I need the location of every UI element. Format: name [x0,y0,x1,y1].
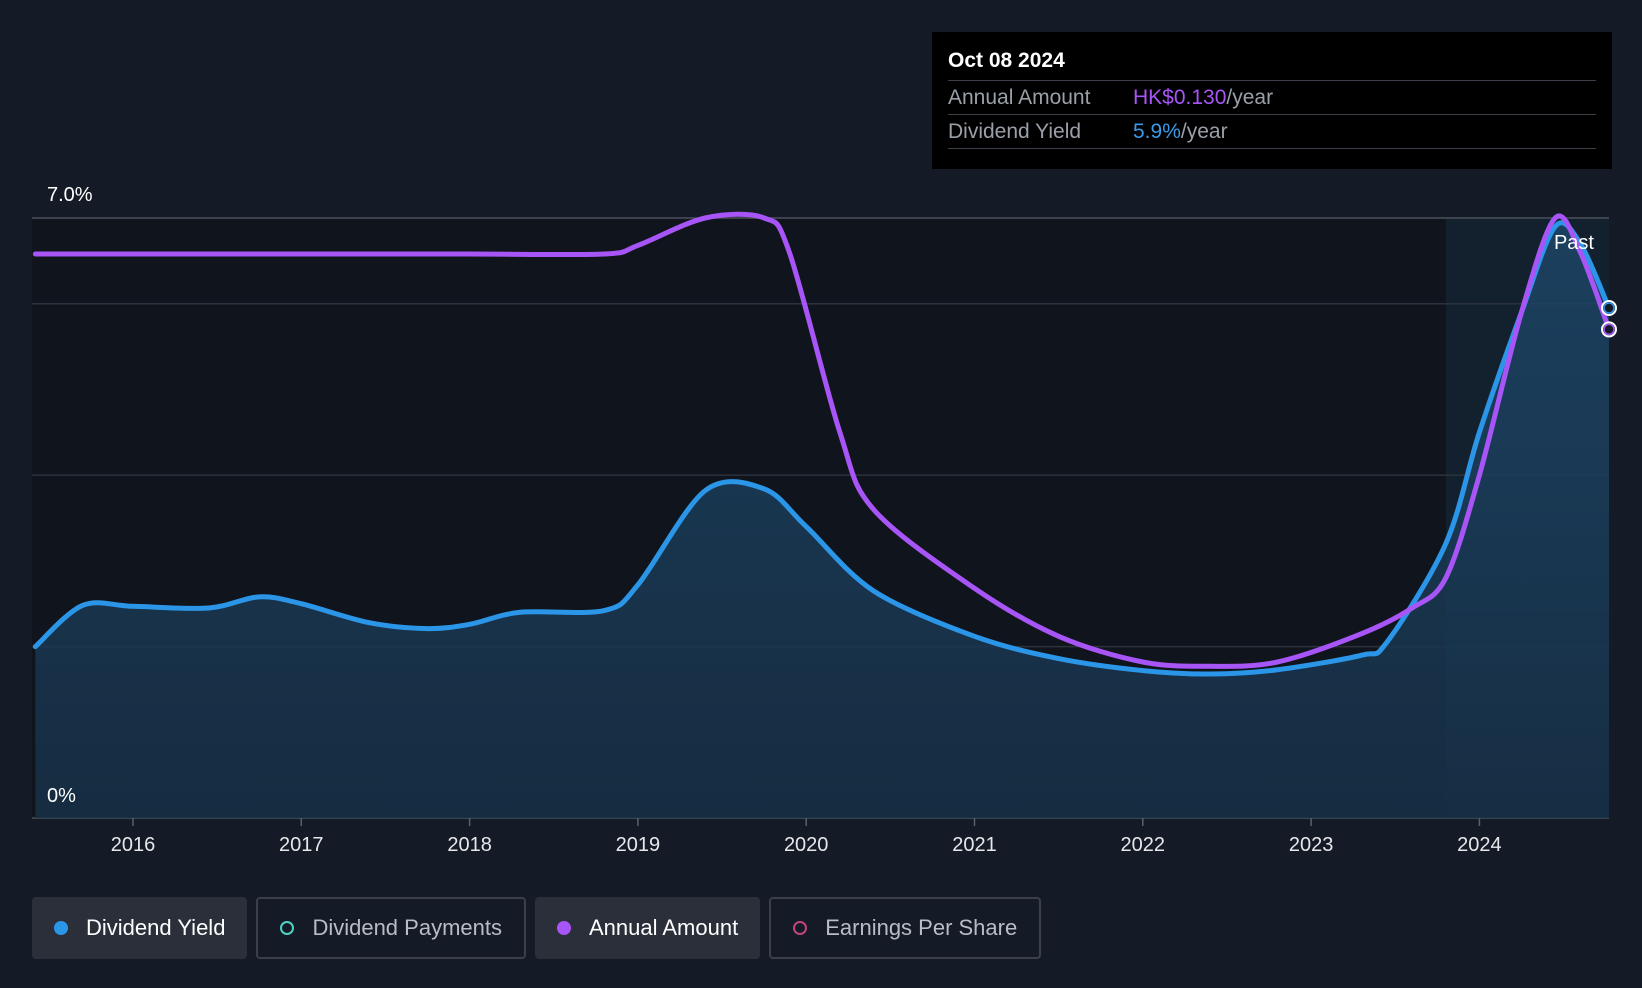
tooltip-row-dividend-yield: Dividend Yield 5.9%/year [948,115,1596,149]
tooltip-unit: /year [1226,86,1274,109]
legend-item-earnings-per-share[interactable]: Earnings Per Share [769,897,1042,959]
legend-ring-icon [280,921,295,935]
tooltip: Oct 08 2024 Annual Amount HK$0.130/year … [932,32,1612,169]
legend-ring-icon [793,921,808,935]
y-label-bottom: 0% [47,785,76,807]
series-areas [35,222,1609,818]
tooltip-date: Oct 08 2024 [948,46,1596,81]
tooltip-unit: /year [1180,120,1228,143]
legend-item-annual-amount[interactable]: Annual Amount [534,897,761,959]
past-label: Past [1554,232,1594,254]
legend-dot-icon [556,921,571,935]
x-tick-label: 2017 [279,834,324,856]
tooltip-row-annual-amount: Annual Amount HK$0.130/year [948,81,1596,115]
legend-label: Earnings Per Share [825,915,1018,940]
annual-amount-end-marker-ring [1603,323,1615,336]
x-tick-label: 2018 [447,834,492,856]
x-tick-label: 2022 [1121,834,1166,856]
tooltip-label: Annual Amount [948,86,1091,109]
y-label-top: 7.0% [47,184,93,206]
legend: Dividend Yield Dividend Payments Annual … [32,897,1042,959]
legend-item-dividend-yield[interactable]: Dividend Yield [32,897,248,959]
annual-amount-line [32,211,1612,669]
legend-dot-icon [54,921,68,935]
x-tick-label: 2020 [784,834,829,856]
x-tick-label: 2021 [952,834,997,856]
tooltip-label: Dividend Yield [948,120,1082,143]
series-lines [32,211,1612,677]
dividend-yield-area [35,222,1609,818]
series-end-markers [1601,300,1617,338]
x-tick-label: 2016 [111,834,156,856]
legend-item-dividend-payments[interactable]: Dividend Payments [256,897,526,959]
legend-label: Annual Amount [588,915,739,940]
legend-label: Dividend Yield [86,915,226,940]
tooltip-value: 5.9% [1133,120,1181,143]
legend-label: Dividend Payments [312,915,502,940]
x-tick-label: 2019 [616,834,661,856]
tooltip-value: HK$0.130 [1133,86,1227,109]
x-tick-label: 2023 [1289,834,1334,856]
dividend-yield-end-marker-ring [1603,302,1615,314]
x-tick-label: 2024 [1457,834,1502,856]
x-axis: 2016 2017 2018 2019 2020 2021 2022 2023 2024 [111,818,1502,856]
dividend-yield-line [32,220,1612,677]
y-axis: 7.0% 0% [47,184,93,807]
